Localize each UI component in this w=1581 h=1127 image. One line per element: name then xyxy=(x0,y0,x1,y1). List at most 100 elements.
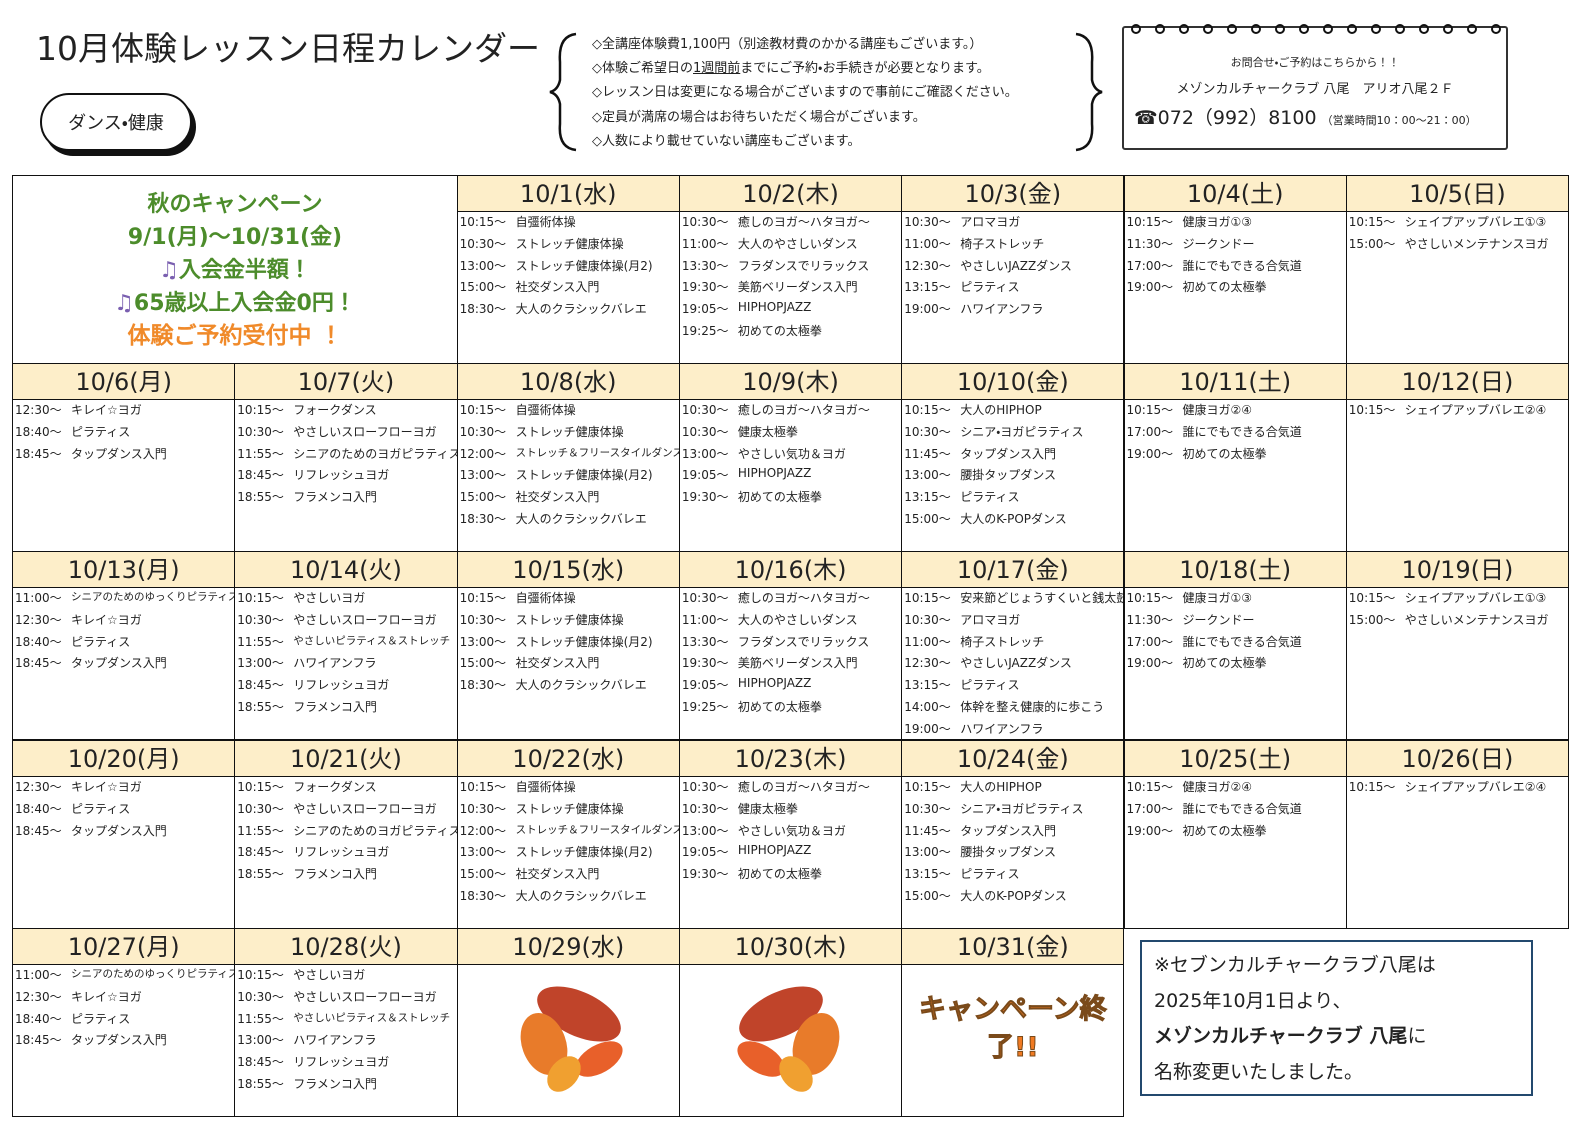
day-date: 10/5(日) xyxy=(1346,176,1569,212)
day-date: 10/11(土) xyxy=(1124,364,1346,400)
lesson-name: 大人のクラシックバレエ xyxy=(515,678,647,693)
lesson-time: 13:15～ xyxy=(904,678,951,693)
lesson-name: シニア・ヨガピラティス xyxy=(960,424,1084,439)
contact-phone: ☎072（992）8100 xyxy=(1134,107,1317,129)
lesson-name: ストレッチ健康体操(月2) xyxy=(515,634,653,649)
day-date: 10/6(月) xyxy=(13,364,235,400)
lesson-name: 癒しのヨガ～ハタヨガ～ xyxy=(737,215,870,229)
lesson-name: フラメンコ入門 xyxy=(293,490,377,505)
offer-text: 65歳以上入会金0円！ xyxy=(133,291,356,316)
notice-line: メゾンカルチャークラブ 八尾に xyxy=(1154,1019,1519,1055)
lesson-time: 18:40～ xyxy=(15,424,62,439)
lesson-name: 腰掛タップダンス xyxy=(960,845,1056,860)
lesson-time: 18:40～ xyxy=(15,1011,62,1026)
day-date: 10/20(月) xyxy=(13,741,235,777)
lesson-time: 13:15～ xyxy=(904,867,951,882)
day-date: 10/30(木) xyxy=(679,929,902,965)
day-cell: 10/27(月) 11:00～ シニアのためのゆっくりピラティス 12:30～ キレイ☆… xyxy=(12,928,236,1117)
lesson-time: 17:00～ xyxy=(1126,258,1174,273)
lesson-name: やさしいスローフローヨガ xyxy=(293,612,437,627)
day-cell: 10/2(木) 10:30～ 癒しのヨガ～ハタヨガ～ 11:00～ 大人のやさしいダンス… xyxy=(678,175,903,364)
lesson-time: 18:45～ xyxy=(237,678,284,693)
day-cell: 10/9(木) 10:30～ 癒しのヨガ～ハタヨガ～ 10:30～ 健康太極拳 13:00… xyxy=(678,363,903,552)
lesson-name: ハワイアンフラ xyxy=(293,656,377,671)
day-cell: 10/11(土) 10:15～ 健康ヨガ②④ 17:00～ 誰にでもできる合気道 19:0… xyxy=(1123,363,1347,552)
lesson-time: 19:00～ xyxy=(904,721,951,736)
lesson-time: 10:15～ xyxy=(1126,215,1174,229)
contact-place: メゾンカルチャークラブ 八尾 アリオ八尾２Ｆ xyxy=(1176,82,1454,97)
lesson-name: 初めての太極拳 xyxy=(1182,446,1267,461)
lesson-time: 10:30～ xyxy=(459,612,507,627)
lesson-time: 12:30～ xyxy=(904,656,951,671)
lesson-name: やさしい気功＆ヨガ xyxy=(737,823,846,838)
day-date: 10/16(木) xyxy=(679,552,902,588)
lesson-time: 10:15～ xyxy=(1126,780,1174,794)
lesson-time: 10:30～ xyxy=(681,780,729,794)
lesson-name: シェイプアップバレエ②④ xyxy=(1404,780,1547,794)
lesson-time: 12:30～ xyxy=(15,612,62,627)
title: 10月体験レッスン日程カレンダー xyxy=(36,29,540,68)
lesson-time: 10:30～ xyxy=(459,236,507,251)
lesson-name: やさしいヨガ xyxy=(293,591,366,605)
lesson-time: 18:55～ xyxy=(237,700,284,714)
notice-line: ※セブンカルチャークラブ八尾は xyxy=(1154,954,1436,976)
lesson-time: 18:45～ xyxy=(237,1055,284,1070)
notice-text: に xyxy=(1407,1025,1427,1047)
lesson-name: やさしいスローフローヨガ xyxy=(293,989,437,1004)
day-date: 10/26(日) xyxy=(1346,741,1569,777)
lesson-time: 10:15～ xyxy=(459,780,507,794)
day-cell: 10/20(月) 12:30～ キレイ☆ヨガ 18:40～ ピラティス 18:45～ タップ… xyxy=(12,740,236,929)
lesson-name: 誰にでもできる合気道 xyxy=(1182,801,1302,816)
lesson-name: フラメンコ入門 xyxy=(293,867,377,882)
day-date: 10/22(水) xyxy=(457,741,679,777)
lesson-name: フラダンスでリラックス xyxy=(737,634,870,649)
lesson-name: リフレッシュヨガ xyxy=(293,1055,390,1070)
lesson-name: 自彊術体操 xyxy=(515,780,576,794)
lesson-name: 社交ダンス入門 xyxy=(515,867,600,882)
lesson-name: 腰掛タップダンス xyxy=(960,468,1056,483)
lesson-name: 大人のクラシックバレエ xyxy=(515,512,647,526)
lesson-time: 12:00～ xyxy=(459,823,507,838)
lesson-time: 10:15～ xyxy=(1126,591,1174,605)
lesson-name: シェイプアップバレエ①③ xyxy=(1404,591,1547,605)
day-date: 10/7(火) xyxy=(235,364,457,400)
campaign-title: 秋のキャンペーン xyxy=(147,192,323,217)
lesson-name: シニアのためのゆっくりピラティス xyxy=(71,591,236,603)
day-cell: 10/19(日) 10:15～ シェイプアップバレエ①③ 15:00～ やさしいメンテナ… xyxy=(1345,551,1570,740)
lesson-time: 19:30～ xyxy=(681,490,729,505)
lesson-name: ピラティス xyxy=(71,424,131,439)
category-badge: ダンス・健康 xyxy=(40,93,192,151)
contact-lead: お問合せ・ご予約はこちらから！！ xyxy=(1230,56,1400,69)
lesson-name: やさしいヨガ xyxy=(293,968,366,982)
lesson-name: ピラティス xyxy=(960,678,1020,693)
contact-box: お問合せ・ご予約はこちらから！！ メゾンカルチャークラブ 八尾 アリオ八尾２Ｆ … xyxy=(1122,24,1508,150)
lesson-time: 12:30～ xyxy=(904,258,951,273)
lesson-time: 19:05～ xyxy=(681,468,729,483)
lesson-name: ピラティス xyxy=(960,490,1020,505)
lesson-time: 13:00～ xyxy=(459,468,507,483)
lesson-time: 12:00～ xyxy=(459,446,507,461)
lesson-time: 10:15～ xyxy=(1126,403,1174,417)
lesson-name: ピラティス xyxy=(71,801,131,816)
lesson-time: 15:00～ xyxy=(904,889,951,903)
lesson-name: タップダンス入門 xyxy=(960,823,1056,838)
lesson-time: 13:00～ xyxy=(904,468,951,483)
day-date: 10/17(金) xyxy=(902,552,1124,588)
lesson-time: 19:05～ xyxy=(681,678,729,693)
day-cell: 10/15(水) 10:15～ 自彊術体操 10:30～ ストレッチ健康体操 13:00～… xyxy=(456,551,680,740)
lesson-time: 10:15～ xyxy=(459,591,507,605)
lesson-time: 17:00～ xyxy=(1126,424,1174,439)
lesson-name: ストレッチ＆フリースタイルダンス xyxy=(515,446,680,459)
lesson-name: 誰にでもできる合気道 xyxy=(1182,258,1302,273)
lesson-name: フォークダンス xyxy=(293,403,377,417)
lesson-time: 13:00～ xyxy=(459,634,507,649)
lesson-time: 12:30～ xyxy=(15,403,62,417)
day-cell: 10/4(土) 10:15～ 健康ヨガ①③ 11:30～ ジークンドー 17:00～ 誰にで… xyxy=(1123,175,1347,364)
note: ◇人数により載せていない講座もございます。 xyxy=(592,133,861,149)
lesson-name: HIPHOPJAZZ xyxy=(737,466,812,481)
lesson-name: HIPHOPJAZZ xyxy=(737,676,812,691)
notice-line: 名称変更いたしました。 xyxy=(1154,1060,1364,1083)
lesson-time: 18:55～ xyxy=(237,1077,284,1091)
campaign-cta: 体験ご予約受付中 ！ xyxy=(127,323,343,349)
lesson-name: 安来節どじょうすくいと銭太鼓 xyxy=(960,591,1125,605)
